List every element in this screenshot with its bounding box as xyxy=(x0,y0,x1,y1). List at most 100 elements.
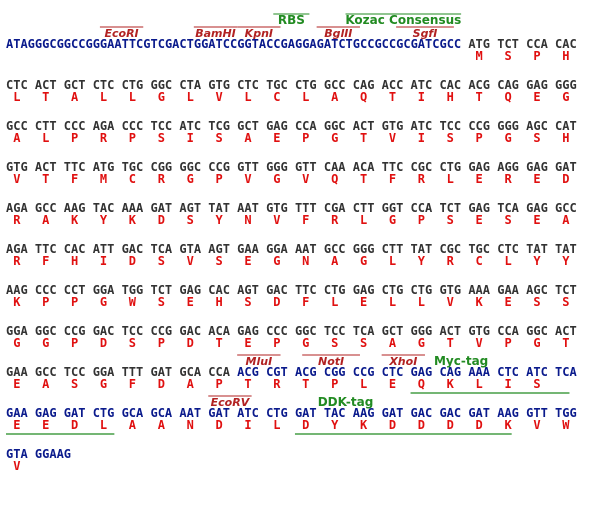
amino-acid: G xyxy=(562,90,569,104)
amino-acid: T xyxy=(302,377,309,391)
amino-acid: L xyxy=(100,90,107,104)
codon: GAC xyxy=(439,406,461,420)
codon: ATC xyxy=(237,406,259,420)
amino-acid: R xyxy=(100,131,108,145)
amino-acid: K xyxy=(476,295,484,309)
amino-acid: L xyxy=(476,377,483,391)
amino-acid: A xyxy=(562,213,570,227)
amino-acid: H xyxy=(562,131,569,145)
codon: CTC xyxy=(6,78,28,92)
amino-acid: A xyxy=(244,131,252,145)
codon: GGG xyxy=(353,242,375,256)
codon: GCA xyxy=(150,406,172,420)
amino-acid: G xyxy=(360,254,367,268)
codon: GTG xyxy=(439,283,461,297)
amino-acid: S xyxy=(187,213,194,227)
codon: AAG xyxy=(353,406,375,420)
amino-acid: P xyxy=(331,377,338,391)
amino-acid: D xyxy=(71,418,78,432)
amino-acid: D xyxy=(418,418,425,432)
amino-acid: P xyxy=(476,131,483,145)
codon: CCT xyxy=(64,283,86,297)
codon: ATG xyxy=(93,160,115,174)
amino-acid: L xyxy=(331,295,338,309)
codon: ACG xyxy=(237,365,259,379)
codon: GTT xyxy=(526,406,548,420)
codon: GGA xyxy=(266,242,288,256)
amino-acid: P xyxy=(533,49,540,63)
amino-acid: E xyxy=(533,213,540,227)
amino-acid: A xyxy=(331,90,339,104)
codon: CGC xyxy=(439,242,461,256)
amino-acid: E xyxy=(504,295,511,309)
codon: GAT xyxy=(64,406,86,420)
amino-acid: T xyxy=(389,90,396,104)
codon: CCG xyxy=(208,160,230,174)
amino-acid: S xyxy=(331,336,338,350)
codon: ATC xyxy=(411,119,433,133)
codon: CCA xyxy=(411,201,433,215)
amino-acid: Q xyxy=(418,377,425,391)
codon: CCC xyxy=(122,119,144,133)
amino-acid: C xyxy=(129,172,136,186)
amino-acid: F xyxy=(129,377,136,391)
codon: GAC xyxy=(122,242,144,256)
amino-acid: G xyxy=(331,131,338,145)
codon: CCG xyxy=(150,324,172,338)
amino-acid: P xyxy=(418,213,425,227)
amino-acid: A xyxy=(158,418,166,432)
codon: AAA xyxy=(468,283,490,297)
codon: CAG xyxy=(353,78,375,92)
codon: GGC xyxy=(150,78,172,92)
codon: GAC xyxy=(93,324,115,338)
amino-acid: G xyxy=(42,336,49,350)
amino-acid: S xyxy=(504,213,511,227)
codon: CGT xyxy=(266,365,288,379)
codon: GGC xyxy=(324,119,346,133)
amino-acid: M xyxy=(100,172,107,186)
amino-acid: G xyxy=(158,90,165,104)
amino-acid: L xyxy=(360,377,367,391)
restriction-site: MluI xyxy=(246,355,273,368)
codon: CTT xyxy=(35,119,57,133)
amino-acid: F xyxy=(302,295,309,309)
codon: GAT xyxy=(150,201,172,215)
codon: CTG xyxy=(411,283,433,297)
codon: AGT xyxy=(208,242,230,256)
amino-acid: D xyxy=(302,418,309,432)
codon: GAG xyxy=(526,78,548,92)
codon: ATC xyxy=(179,119,201,133)
amino-acid: P xyxy=(71,295,78,309)
codon: GAT xyxy=(150,365,172,379)
codon: ACT xyxy=(35,78,57,92)
amino-acid: E xyxy=(187,295,194,309)
amino-acid: L xyxy=(100,418,107,432)
codon: CTC xyxy=(237,78,259,92)
codon: GCC xyxy=(324,78,346,92)
codon: AAG xyxy=(497,406,519,420)
amino-acid: F xyxy=(389,172,396,186)
amino-acid: G xyxy=(302,336,309,350)
codon: GGC xyxy=(35,324,57,338)
amino-acid: R xyxy=(447,254,455,268)
amino-acid: L xyxy=(13,90,20,104)
codon: GCT xyxy=(64,78,86,92)
amino-acid: N xyxy=(302,254,309,268)
amino-acid: E xyxy=(360,295,367,309)
amino-acid: D xyxy=(447,418,454,432)
amino-acid: G xyxy=(504,131,511,145)
amino-acid: I xyxy=(244,418,251,432)
codon: CTG xyxy=(439,160,461,174)
amino-acid: R xyxy=(158,172,166,186)
amino-acid: L xyxy=(447,172,454,186)
amino-acid: K xyxy=(504,418,512,432)
amino-acid: G xyxy=(187,172,194,186)
codon: CTC xyxy=(497,242,519,256)
codon: AGA xyxy=(6,242,28,256)
amino-acid: S xyxy=(360,336,367,350)
codon: TTC xyxy=(382,160,404,174)
amino-acid: E xyxy=(244,254,251,268)
codon: CTC xyxy=(93,78,115,92)
amino-acid: A xyxy=(389,336,397,350)
codon: CTT xyxy=(382,242,404,256)
